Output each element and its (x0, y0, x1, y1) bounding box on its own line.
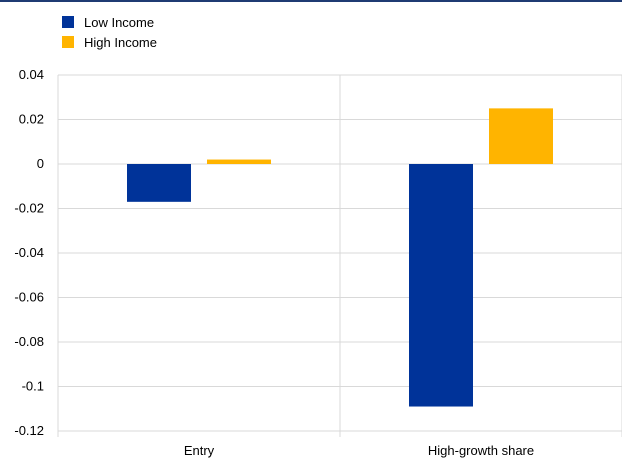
y-tick-label: -0.1 (22, 379, 44, 394)
legend-label-low-income: Low Income (84, 14, 155, 30)
y-tick-label: -0.04 (14, 245, 44, 260)
legend: Low Income High Income (62, 12, 157, 52)
bar (127, 164, 191, 202)
y-tick-label: 0 (37, 156, 44, 171)
y-tick-label: 0.02 (19, 112, 44, 127)
bar-layer (127, 108, 553, 407)
top-rule (0, 0, 622, 2)
y-tick-label: 0.04 (19, 67, 44, 82)
legend-item-low-income: Low Income (62, 12, 157, 32)
legend-swatch-low-income (62, 16, 74, 28)
bar (207, 159, 271, 164)
x-category-label: Entry (184, 443, 215, 458)
legend-swatch-high-income (62, 36, 74, 48)
legend-label-high-income: High Income (84, 34, 157, 50)
x-category-label: High-growth share (428, 443, 534, 458)
axis-layer: 0.04 0.02 0 -0.02 -0.04 -0.06 -0.08 -0.1 -0.12 En… (14, 67, 534, 458)
bar (489, 108, 553, 164)
y-tick-label: -0.06 (14, 290, 44, 305)
y-tick-label: -0.08 (14, 334, 44, 349)
legend-item-high-income: High Income (62, 32, 157, 52)
y-tick-label: -0.02 (14, 201, 44, 216)
y-tick-label: -0.12 (14, 423, 44, 438)
bar (409, 164, 473, 407)
